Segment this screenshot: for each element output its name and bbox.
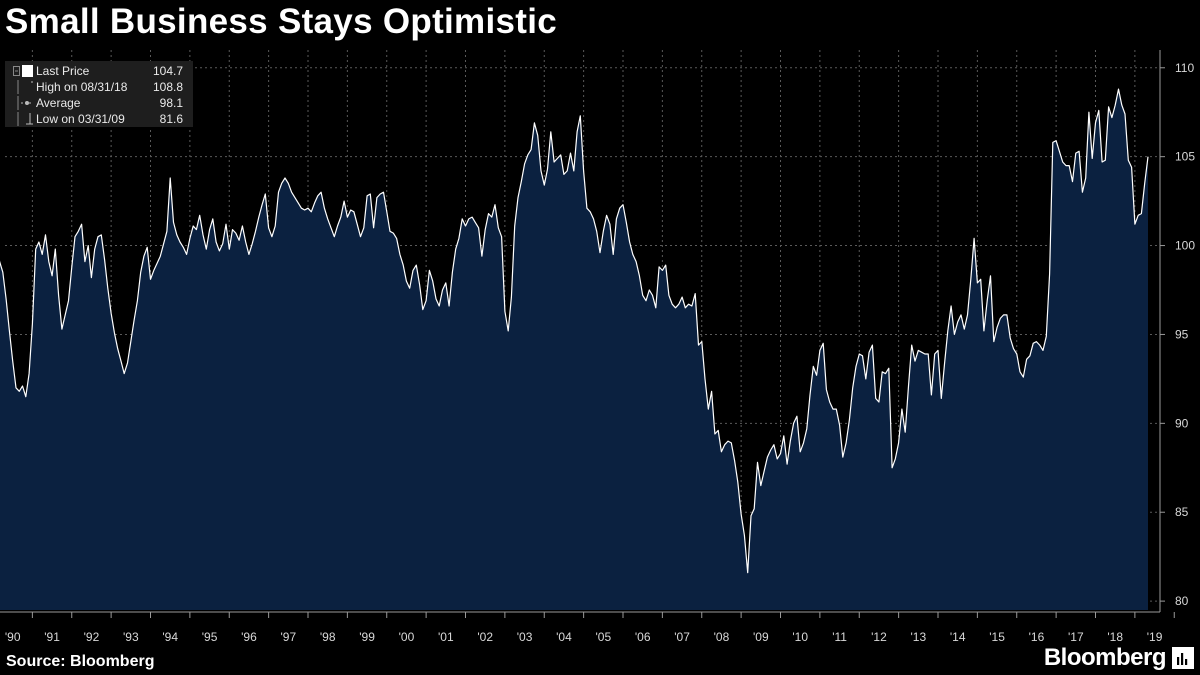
x-tick-label: '16: [1029, 630, 1045, 644]
legend-label: High on 08/31/18: [36, 80, 128, 94]
x-tick-label: '07: [674, 630, 690, 644]
x-tick-label: '91: [44, 630, 60, 644]
low-marker-icon: [17, 112, 33, 126]
brand-wordmark: Bloomberg: [1043, 644, 1167, 671]
legend-value: 81.6: [159, 112, 183, 126]
legend-label: Last Price: [36, 64, 90, 78]
x-tick-label: '93: [123, 630, 139, 644]
filled-square-icon: [13, 65, 33, 77]
y-tick-label: 80: [1175, 594, 1189, 608]
legend-item-last-price: Last Price 104.7: [5, 63, 193, 79]
chart-title: Small Business Stays Optimistic: [5, 2, 558, 41]
x-tick-label: '18: [1107, 630, 1123, 644]
x-tick-label: '12: [871, 630, 887, 644]
x-tick-label: '15: [989, 630, 1005, 644]
y-tick-label: 95: [1175, 327, 1189, 341]
x-tick-label: '99: [359, 630, 375, 644]
y-tick-label: 100: [1175, 239, 1195, 253]
high-marker-icon: [17, 80, 33, 94]
y-tick-label: 85: [1175, 505, 1189, 519]
y-tick-label: 90: [1175, 416, 1189, 430]
legend-item-low: Low on 03/31/09 81.6: [5, 111, 193, 127]
y-tick-label: 105: [1175, 150, 1195, 164]
legend-label: Average: [36, 96, 81, 110]
x-tick-label: '98: [320, 630, 336, 644]
x-tick-label: '92: [84, 630, 100, 644]
x-tick-label: '10: [792, 630, 808, 644]
x-tick-label: '13: [910, 630, 926, 644]
x-tick-label: '94: [162, 630, 178, 644]
x-tick-label: '14: [950, 630, 966, 644]
x-tick-label: '00: [399, 630, 415, 644]
legend-value: 108.8: [152, 80, 183, 94]
x-tick-label: '03: [517, 630, 533, 644]
x-tick-label: '08: [714, 630, 730, 644]
x-tick-label: '06: [635, 630, 651, 644]
series-line: [0, 88, 1149, 574]
x-tick-label: '02: [477, 630, 493, 644]
x-tick-label: '96: [241, 630, 257, 644]
x-tick-label: '01: [438, 630, 454, 644]
series-area: [0, 89, 1148, 610]
source-note: Source: Bloomberg: [6, 653, 155, 670]
x-tick-label: '04: [556, 630, 572, 644]
x-axis-ticks: '90 '91 '92 '93 '94 '95 '96 '97 '98 '99 '00 '01 '02 '…: [5, 612, 1175, 644]
x-tick-label: '09: [753, 630, 769, 644]
x-tick-label: '95: [202, 630, 218, 644]
bloomberg-logo-icon: [1172, 647, 1194, 669]
x-tick-label: '97: [280, 630, 296, 644]
legend-value: 104.7: [152, 64, 183, 78]
x-tick-label: '11: [832, 630, 847, 644]
x-tick-label: '19: [1147, 630, 1163, 644]
legend-label: Low on 03/31/09: [36, 112, 125, 126]
y-axis-ticks: 80 85 90 95 100 105 110: [1160, 61, 1195, 608]
axes: [0, 50, 1161, 613]
legend: Last Price 104.7 High on 08/31/18 108.8 …: [5, 61, 193, 127]
legend-item-high: High on 08/31/18 108.8: [5, 79, 193, 95]
x-tick-label: '05: [595, 630, 611, 644]
x-tick-label: '17: [1068, 630, 1084, 644]
legend-value: 98.1: [159, 96, 183, 110]
y-tick-label: 110: [1175, 61, 1194, 75]
legend-item-average: Average 98.1: [5, 95, 193, 111]
x-tick-label: '90: [5, 630, 21, 644]
average-marker-icon: [17, 96, 33, 110]
